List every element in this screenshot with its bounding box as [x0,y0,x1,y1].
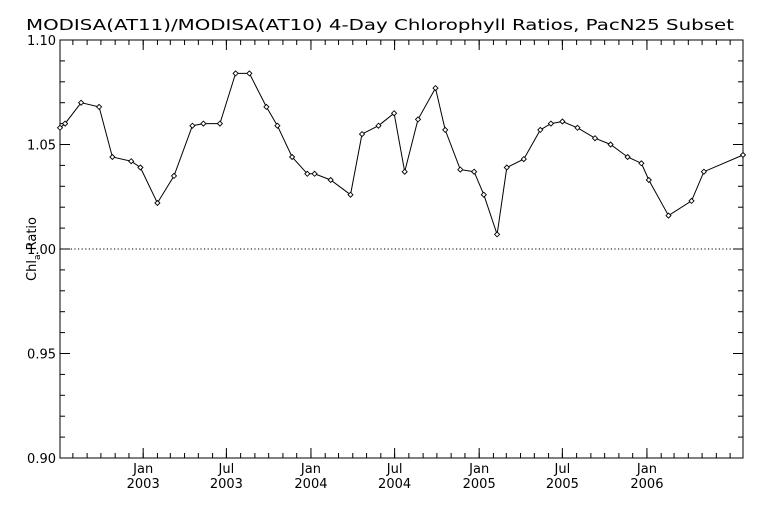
data-point [401,168,408,175]
data-point [520,155,527,163]
y-axis-label-main: Chl [25,260,40,281]
y-tick-label: 1.00 [27,243,56,258]
y-tick-label: 1.05 [27,139,56,154]
data-point [559,118,566,125]
data-point [232,70,239,77]
x-tick-year-label: 2003 [210,477,243,492]
x-tick-year-label: 2003 [127,477,160,492]
data-point [56,124,64,131]
data-point [95,103,103,111]
data-point [170,172,178,180]
data-point [442,126,449,134]
data-point [61,120,69,127]
data-point [77,99,85,106]
data-series [56,70,747,238]
y-axis: 0.90 0.95 1.00 1.05 1.10 [27,34,743,467]
data-point [128,158,135,165]
data-point [216,120,224,127]
x-axis: Jan2003Jul2003Jan2004Jul2004Jan2005Jul20… [72,40,731,492]
y-tick-label: 0.95 [27,348,56,363]
data-point [688,197,695,205]
data-point [358,130,366,138]
x-tick-year-label: 2005 [463,477,496,492]
data-point [327,176,334,184]
y-axis-label-subscript: a [33,255,43,261]
chart-title: MODISA(AT11)/MODISA(AT10) 4-Day Chloroph… [26,16,734,34]
data-point [304,170,311,177]
x-tick-month-label: Jan [132,462,153,477]
data-point [591,135,599,142]
data-point [347,191,354,198]
data-point [607,141,614,148]
data-point [480,191,487,198]
data-point [470,168,478,175]
data-point [263,103,270,111]
data-point [645,176,652,184]
y-axis-label: Chla Ratio [25,217,43,281]
x-tick-month-label: Jul [554,462,571,477]
x-tick-month-label: Jul [218,462,235,477]
data-point [109,153,116,161]
data-point [311,170,318,177]
data-point [189,122,196,129]
data-point [503,164,510,171]
y-tick-label: 0.90 [27,452,56,467]
data-point [414,116,422,123]
x-tick-year-label: 2004 [378,477,411,492]
data-point [739,151,747,159]
data-point [547,120,555,127]
data-point [274,122,281,129]
data-point [375,122,382,129]
data-point [246,70,253,77]
x-tick-month-label: Jan [636,462,657,477]
data-point [574,124,581,131]
data-point [638,160,645,167]
x-tick-month-label: Jan [300,462,321,477]
y-axis-label-rest: Ratio [25,217,40,255]
x-tick-year-label: 2005 [546,477,579,492]
x-tick-year-label: 2006 [630,477,663,492]
data-point [700,168,708,175]
x-tick-month-label: Jul [386,462,403,477]
y-tick-label: 1.10 [27,34,56,49]
data-point [288,153,296,161]
data-point [493,231,501,238]
series-line [59,72,744,235]
data-point [154,199,161,207]
data-point [200,120,207,127]
x-tick-year-label: 2004 [294,477,327,492]
data-point [537,126,544,134]
data-point [390,110,398,117]
data-point [137,164,144,171]
data-point [457,166,464,173]
data-point [432,84,439,92]
data-point [665,212,672,219]
x-tick-month-label: Jan [468,462,489,477]
data-point [624,153,631,161]
